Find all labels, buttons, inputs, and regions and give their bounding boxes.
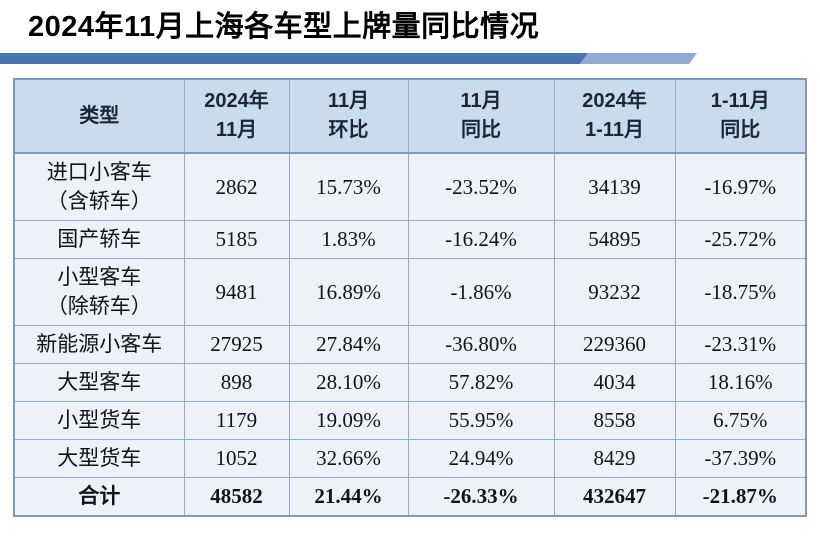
value-cell: 2862 <box>183 152 290 221</box>
value-cell: 229360 <box>553 325 676 364</box>
value-cell: -21.87% <box>674 477 807 517</box>
page-title: 2024年11月上海各车型上牌量同比情况 <box>28 11 540 43</box>
bar-light-segment <box>580 53 697 64</box>
value-cell: -37.39% <box>674 439 807 478</box>
value-cell: -23.31% <box>674 325 807 364</box>
value-cell: 1179 <box>183 401 290 440</box>
value-cell: 15.73% <box>288 152 409 221</box>
value-cell: 9481 <box>183 258 290 326</box>
vehicle-type-cell: 国产轿车 <box>13 220 185 259</box>
value-cell: 1052 <box>183 439 290 478</box>
table-row: 小型货车 1179 19.09% 55.95% 8558 6.75% <box>13 401 807 440</box>
vehicle-type-cell: 小型货车 <box>13 401 185 440</box>
value-cell: 27.84% <box>288 325 409 364</box>
value-cell: -23.52% <box>407 152 555 221</box>
table-body: 进口小客车 （含轿车） 2862 15.73% -23.52% 34139 -16.97%… <box>13 152 807 517</box>
value-cell: 55.95% <box>407 401 555 440</box>
header-cell: 类型 <box>13 78 185 154</box>
value-cell: 16.89% <box>288 258 409 326</box>
value-cell: 898 <box>183 363 290 402</box>
value-cell: 93232 <box>553 258 676 326</box>
value-cell: -25.72% <box>674 220 807 259</box>
vehicle-type-cell: 新能源小客车 <box>13 325 185 364</box>
table-row: 国产轿车 5185 1.83% -16.24% 54895 -25.72% <box>13 220 807 259</box>
vehicle-type-cell: 大型货车 <box>13 439 185 478</box>
value-cell: -1.86% <box>407 258 555 326</box>
header-cell: 1-11月 同比 <box>674 78 807 154</box>
value-cell: 48582 <box>183 477 290 517</box>
vehicle-type-cell: 合计 <box>13 477 185 517</box>
bar-dark-segment <box>0 53 588 64</box>
table-row: 大型客车 898 28.10% 57.82% 4034 18.16% <box>13 363 807 402</box>
table-row: 进口小客车 （含轿车） 2862 15.73% -23.52% 34139 -16.97% <box>13 152 807 221</box>
value-cell: 19.09% <box>288 401 409 440</box>
value-cell: -26.33% <box>407 477 555 517</box>
table-row: 新能源小客车 27925 27.84% -36.80% 229360 -23.31% <box>13 325 807 364</box>
value-cell: 57.82% <box>407 363 555 402</box>
vehicle-type-cell: 大型客车 <box>13 363 185 402</box>
table-header-row: 类型 2024年 11月 11月 环比 11月 同比 2024年 1-11月 1-11月 … <box>13 78 807 154</box>
vehicle-type-cell: 小型客车 （除轿车） <box>13 258 185 326</box>
header-cell: 11月 同比 <box>407 78 555 154</box>
registration-table: 类型 2024年 11月 11月 环比 11月 同比 2024年 1-11月 1-11月 … <box>13 78 807 517</box>
total-row: 合计 48582 21.44% -26.33% 432647 -21.87% <box>13 477 807 517</box>
value-cell: -16.24% <box>407 220 555 259</box>
value-cell: 8429 <box>553 439 676 478</box>
value-cell: 4034 <box>553 363 676 402</box>
value-cell: 24.94% <box>407 439 555 478</box>
value-cell: 18.16% <box>674 363 807 402</box>
value-cell: 32.66% <box>288 439 409 478</box>
value-cell: 6.75% <box>674 401 807 440</box>
value-cell: 21.44% <box>288 477 409 517</box>
header-cell: 2024年 1-11月 <box>553 78 676 154</box>
value-cell: 28.10% <box>288 363 409 402</box>
header-cell: 2024年 11月 <box>183 78 290 154</box>
value-cell: 54895 <box>553 220 676 259</box>
table-row: 小型客车 （除轿车） 9481 16.89% -1.86% 93232 -18.75% <box>13 258 807 326</box>
value-cell: 34139 <box>553 152 676 221</box>
value-cell: -36.80% <box>407 325 555 364</box>
value-cell: -18.75% <box>674 258 807 326</box>
table-row: 大型货车 1052 32.66% 24.94% 8429 -37.39% <box>13 439 807 478</box>
value-cell: 5185 <box>183 220 290 259</box>
value-cell: 8558 <box>553 401 676 440</box>
vehicle-type-cell: 进口小客车 （含轿车） <box>13 152 185 221</box>
title-underline-bar <box>0 53 820 64</box>
value-cell: 432647 <box>553 477 676 517</box>
value-cell: -16.97% <box>674 152 807 221</box>
value-cell: 27925 <box>183 325 290 364</box>
header-cell: 11月 环比 <box>288 78 409 154</box>
value-cell: 1.83% <box>288 220 409 259</box>
